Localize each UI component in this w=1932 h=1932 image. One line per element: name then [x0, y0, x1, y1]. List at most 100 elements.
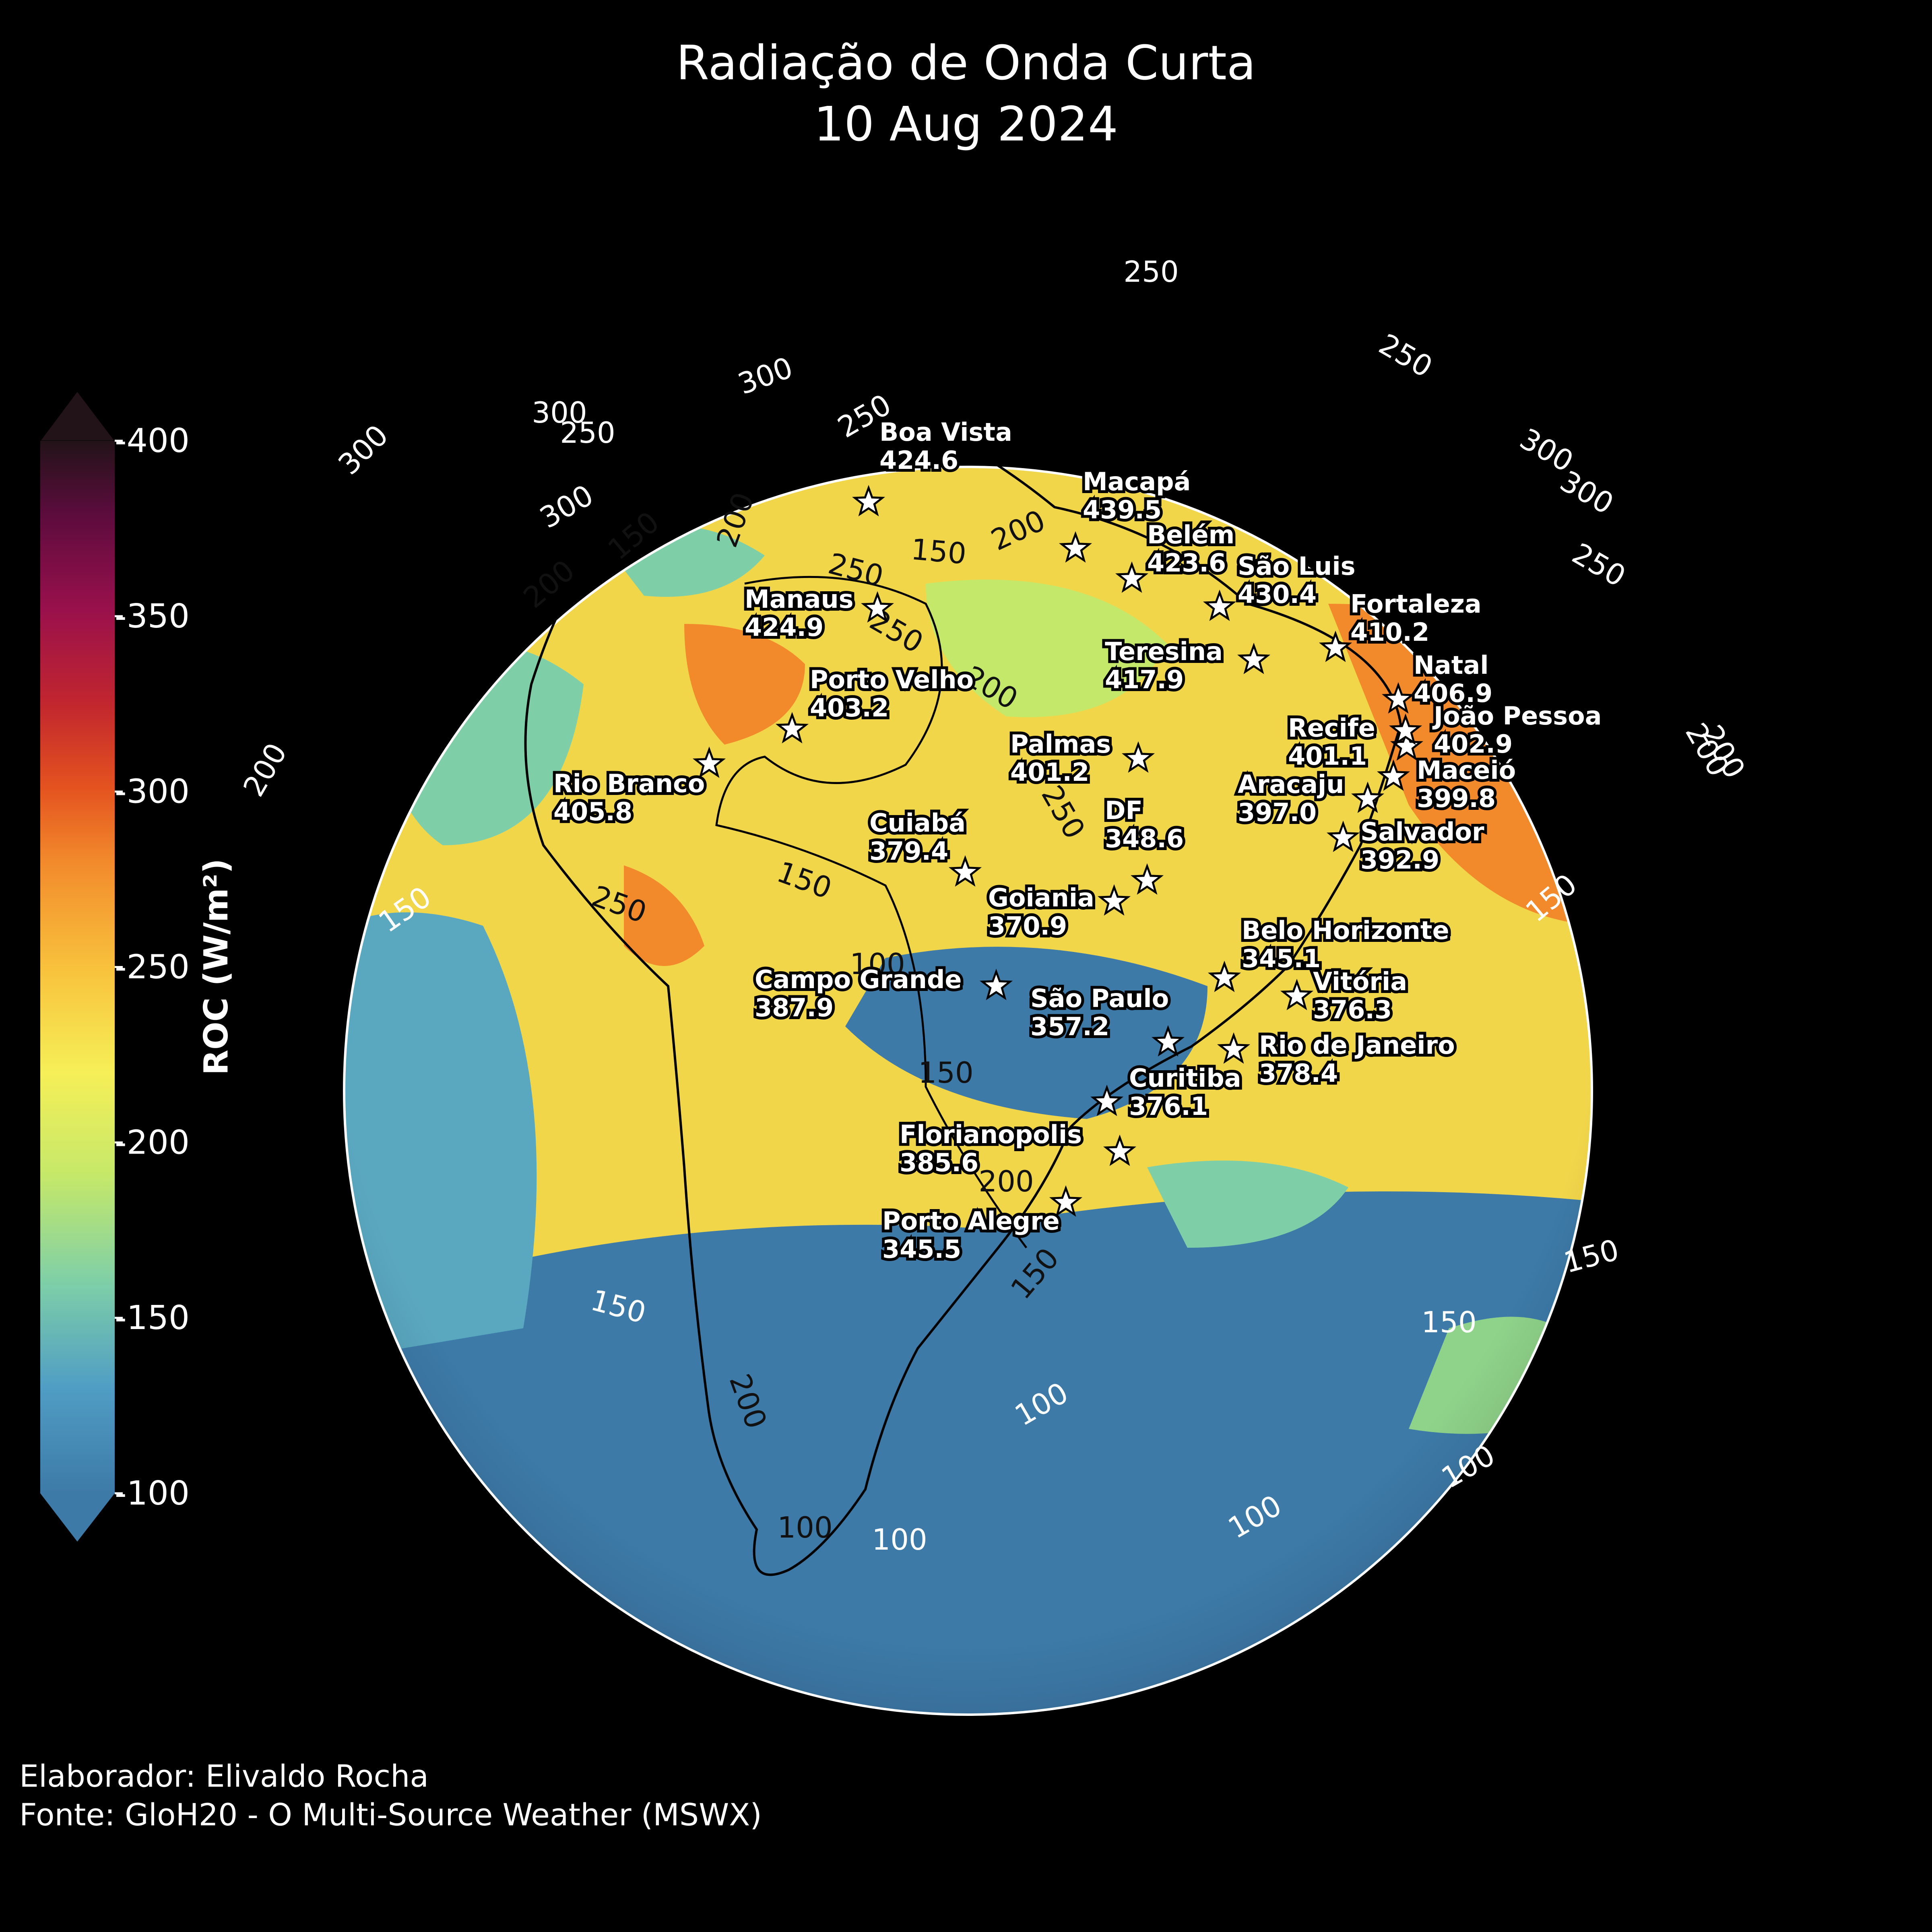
city-name: João Pessoa: [1432, 701, 1602, 731]
city-value: 439.5: [1083, 495, 1162, 524]
contour-label: 100: [872, 1523, 927, 1556]
city-name: Goiania: [988, 883, 1094, 912]
colorbar: -100 -150 -200 -250 -300 -350 -400 ROC (W/m²): [39, 390, 235, 1542]
star-icon: [1203, 589, 1236, 621]
city-name: Porto Velho: [810, 665, 974, 694]
map-title: Radiação de Onda Curta 10 Aug 2024: [0, 32, 1932, 155]
city-value: 430.4: [1238, 580, 1317, 609]
city-value: 402.9: [1434, 729, 1513, 759]
star-icon: [1208, 960, 1241, 992]
city-value: 357.2: [1030, 1012, 1109, 1041]
city-name: Natal: [1414, 650, 1488, 680]
star-icon: [1377, 759, 1410, 791]
city-name: São Luis: [1238, 551, 1355, 581]
city-value: 401.2: [1010, 758, 1089, 787]
star-icon: [1351, 781, 1385, 813]
city-value: 348.6: [1105, 824, 1184, 853]
city-name: Vitória: [1313, 967, 1407, 996]
contour-label: 300: [532, 396, 587, 429]
city-name: Belo Horizonte: [1242, 916, 1449, 945]
city-value: 376.3: [1313, 995, 1392, 1024]
south-america-coastline: [524, 401, 1402, 1576]
star-icon: [861, 591, 894, 623]
city-value: 345.1: [1242, 944, 1321, 973]
star-icon: [1130, 863, 1164, 895]
contour-label: 200: [237, 737, 293, 802]
colorbar-tick-label: -200: [115, 1123, 190, 1162]
city-value: 387.9: [755, 993, 834, 1022]
city-value: 423.6: [1147, 548, 1226, 578]
colorbar-tick-label: -250: [115, 948, 190, 987]
city-value: 399.8: [1417, 784, 1496, 813]
contour-label: 200: [978, 1164, 1034, 1198]
contour-label: 250: [1373, 327, 1438, 384]
contour-label: 100: [850, 947, 905, 981]
city-value: 370.9: [988, 911, 1067, 941]
star-icon: [1103, 1134, 1137, 1166]
city-name: Rio de Janeiro: [1259, 1030, 1455, 1060]
star-icon: [1090, 1084, 1124, 1116]
city-name: Recife: [1288, 713, 1375, 743]
colorbar-tick-label: -100: [115, 1474, 190, 1513]
colorbar-label: ROC (W/m²): [197, 859, 235, 1075]
city-name: Cuiabá: [869, 808, 966, 838]
colorbar-tick-label: -150: [115, 1299, 190, 1337]
city-name: Maceió: [1417, 755, 1516, 785]
city-value: 385.6: [900, 1148, 978, 1177]
colorbar-tick-label: -400: [115, 422, 190, 460]
globe-outline: [343, 466, 1593, 1716]
city-value: 379.4: [869, 836, 948, 866]
caribbean-coast: [442, 433, 766, 464]
star-icon: [1121, 741, 1155, 773]
city-value: 397.0: [1238, 798, 1317, 827]
city-name: DF: [1105, 796, 1143, 825]
colorbar-body: [40, 441, 115, 1493]
contour-label: 300: [734, 351, 797, 401]
footer-author: Elaborador: Elivaldo Rocha: [19, 1758, 429, 1794]
contour-label: 150: [1421, 1305, 1476, 1339]
title-date: 10 Aug 2024: [814, 96, 1118, 152]
city-value: 424.6: [879, 446, 958, 475]
city-value: 410.2: [1350, 617, 1429, 647]
city-name: Macapá: [1083, 467, 1191, 496]
city-value: 401.1: [1288, 741, 1367, 771]
star-icon: [1237, 642, 1271, 674]
contour-label: 300: [534, 478, 599, 535]
colorbar-tick-label: -350: [115, 597, 190, 636]
city-name: Manaus: [745, 584, 854, 614]
contour-label: 150: [918, 1056, 973, 1090]
contour-label: 150: [910, 532, 968, 571]
city-value: 406.9: [1414, 679, 1492, 708]
city-name: Fortaleza: [1350, 589, 1482, 619]
colorbar-extend-max: [39, 390, 116, 441]
city-name: Boa Vista: [879, 417, 1012, 447]
star-icon: [852, 485, 886, 516]
city-name: Aracaju: [1238, 770, 1344, 799]
star-icon: [1115, 561, 1149, 593]
star-icon: [692, 746, 726, 778]
contour-label: 250: [1567, 537, 1631, 593]
star-icon: [1097, 884, 1131, 916]
city-name: Teresina: [1105, 637, 1223, 666]
city-value: 424.9: [745, 613, 824, 642]
city-value: 378.4: [1259, 1059, 1338, 1088]
city-name: Florianopolis: [900, 1120, 1082, 1149]
star-icon: [1326, 820, 1360, 852]
